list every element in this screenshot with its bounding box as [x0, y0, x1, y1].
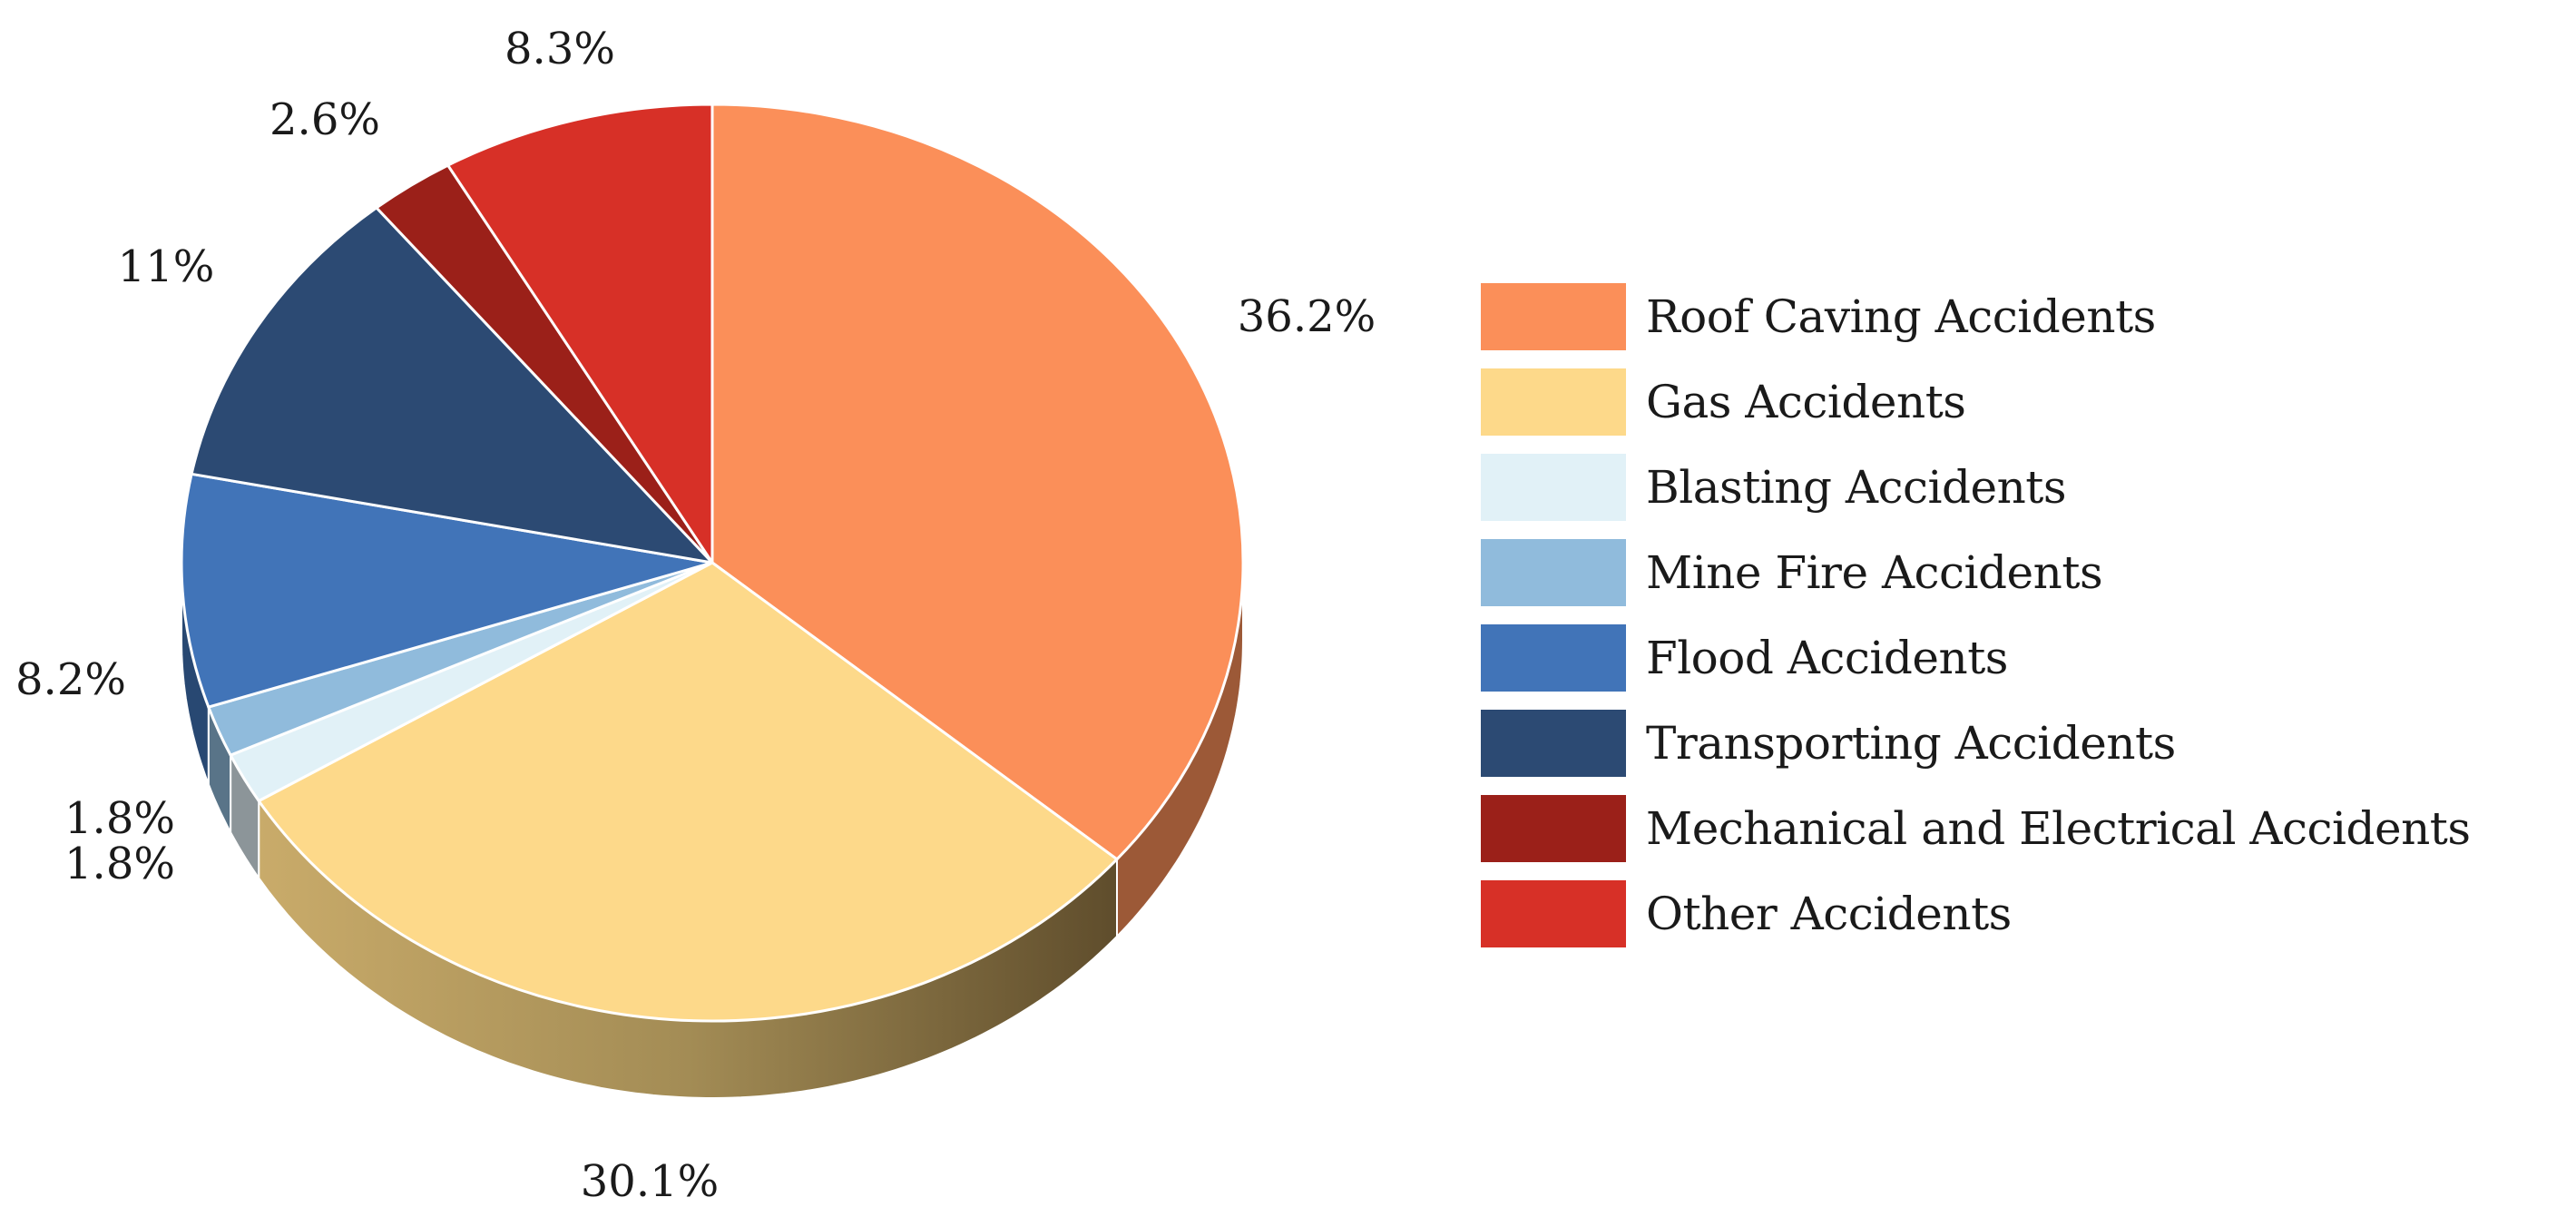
- pie-label-layer: 36.2% 30.1% 1.8%1.8% 8.2% 11% 2.6% 8.3%: [15, 24, 1376, 1207]
- data-label-transporting-accidents: 11%: [118, 241, 215, 292]
- legend-swatch-blasting: [1481, 454, 1626, 521]
- legend-item-flood: Flood Accidents: [1481, 615, 2570, 701]
- data-label-mine-fire-accidents: 1.8%: [64, 793, 175, 844]
- pie-top-layer: [180, 103, 1245, 1023]
- legend-item-mechanical-electrical: Mechanical and Electrical Accidents: [1481, 786, 2570, 871]
- legend-label-mine-fire: Mine Fire Accidents: [1646, 546, 2103, 599]
- legend-label-gas: Gas Accidents: [1646, 376, 1966, 428]
- legend-label-flood: Flood Accidents: [1646, 632, 2008, 684]
- legend-item-blasting: Blasting Accidents: [1481, 445, 2570, 530]
- data-label-roof-caving-accidents: 36.2%: [1238, 291, 1376, 342]
- data-label-flood-accidents: 8.2%: [15, 654, 126, 705]
- legend-item-mine-fire: Mine Fire Accidents: [1481, 530, 2570, 615]
- legend-item-roof-caving: Roof Caving Accidents: [1481, 274, 2570, 359]
- legend-swatch-other: [1481, 880, 1626, 947]
- pie-slice-roof-caving-accidents: [710, 103, 1245, 861]
- data-label-other-accidents: 8.3%: [504, 24, 615, 74]
- legend: Roof Caving Accidents Gas Accidents Blas…: [1481, 274, 2570, 957]
- pie-slice-other-accidents: [446, 103, 714, 564]
- pie-slice-gas-accidents: [257, 561, 1119, 1023]
- legend-label-blasting: Blasting Accidents: [1646, 461, 2067, 514]
- legend-swatch-transporting: [1481, 710, 1626, 777]
- legend-label-other: Other Accidents: [1646, 888, 2012, 940]
- data-label-blasting-accidents: 1.8%: [64, 839, 175, 889]
- pie-slice-transporting-accidents: [190, 206, 714, 564]
- data-label-gas-accidents: 30.1%: [581, 1156, 719, 1207]
- legend-item-transporting: Transporting Accidents: [1481, 701, 2570, 786]
- legend-item-other: Other Accidents: [1481, 871, 2570, 957]
- legend-swatch-roof-caving: [1481, 283, 1626, 350]
- legend-label-transporting: Transporting Accidents: [1646, 717, 2176, 770]
- legend-swatch-mine-fire: [1481, 539, 1626, 606]
- data-label-mechanical-and-electrical-accidents: 2.6%: [269, 94, 380, 145]
- legend-swatch-mechanical-electrical: [1481, 795, 1626, 862]
- legend-item-gas: Gas Accidents: [1481, 359, 2570, 445]
- pie-slice-flood-accidents: [180, 472, 714, 709]
- legend-swatch-flood: [1481, 624, 1626, 692]
- legend-label-mechanical-electrical: Mechanical and Electrical Accidents: [1646, 802, 2471, 855]
- legend-label-roof-caving: Roof Caving Accidents: [1646, 290, 2156, 343]
- legend-swatch-gas: [1481, 368, 1626, 436]
